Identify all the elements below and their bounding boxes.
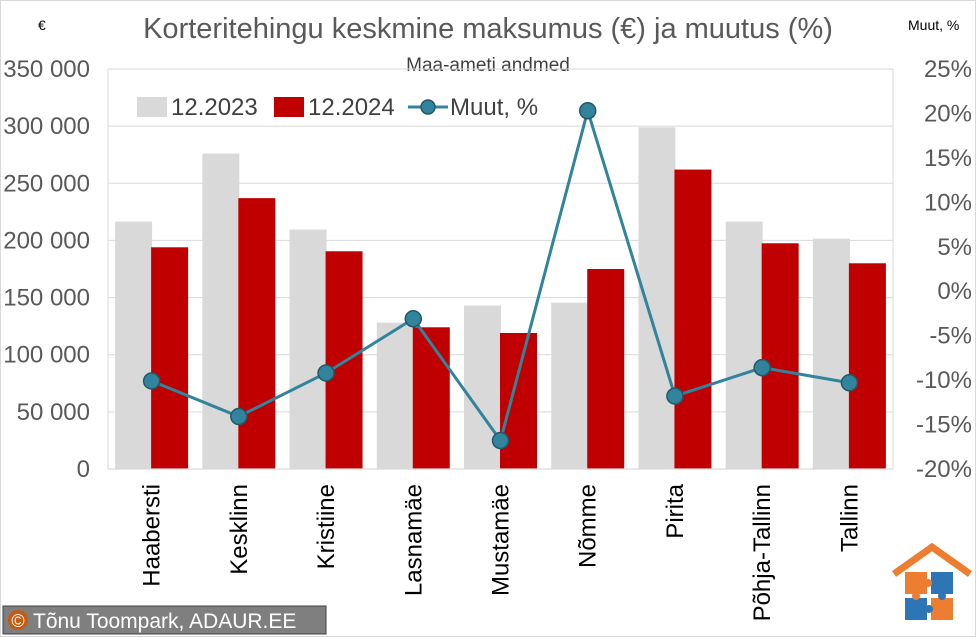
y-right-tick-label: 5%: [937, 234, 972, 261]
bar-2024: [848, 263, 886, 469]
bar-2023: [725, 221, 763, 469]
y-right-tick-label: -15%: [916, 412, 972, 439]
credit: © Tõnu Toompark, ADAUR.EE: [2, 605, 327, 635]
category-label: Lasnamäe: [400, 484, 427, 596]
legend-label-2024: 12.2024: [308, 94, 395, 121]
category-label: Nõmme: [575, 484, 602, 568]
bar-2023: [551, 302, 589, 469]
change-point: [840, 374, 859, 392]
change-point: [230, 407, 248, 426]
change-point: [666, 387, 684, 405]
bar-2024: [587, 269, 625, 469]
y-left-tick-label: 250 000: [3, 170, 90, 197]
y-left-tick-label: 0: [77, 456, 90, 483]
legend-label-change: Muut, %: [450, 94, 538, 121]
bar-2023: [812, 238, 850, 469]
change-point: [142, 372, 161, 390]
bar-2024: [238, 198, 276, 469]
category-label: Kristiine: [313, 484, 340, 569]
bar-2024: [151, 247, 189, 469]
category-labels: Haabersti Kesklinn Kristiine Lasnamäe Mustam…: [139, 483, 864, 621]
y-left-tick-label: 100 000: [3, 342, 90, 369]
legend-swatch-2023: [137, 97, 167, 117]
chart-title: Korteritehingu keskmine maksumus (€) ja …: [143, 13, 833, 45]
y-left-tick-label: 300 000: [3, 113, 90, 140]
category-label: Põhja-Tallinn: [749, 484, 776, 621]
legend-marker-swatch: [420, 99, 436, 115]
category-label: Haabersti: [139, 484, 166, 587]
credit-box: [2, 605, 327, 635]
y-left-tick-label: 150 000: [3, 285, 90, 312]
bars: [115, 127, 886, 470]
change-point: [404, 310, 423, 328]
y-right-tick-label: -20%: [916, 456, 972, 483]
y-left-tick-label: 350 000: [3, 56, 90, 83]
bar-2023: [115, 221, 153, 469]
bar-2024: [500, 333, 537, 469]
change-point: [753, 358, 771, 377]
bar-2024: [674, 169, 712, 470]
bar-2024: [761, 243, 799, 469]
puzzle-house-logo-icon: [891, 542, 973, 620]
bar-2024: [412, 327, 450, 469]
change-line: [142, 102, 859, 450]
y-right-tick-label: -5%: [929, 323, 972, 350]
y-right-tick-label: 15%: [924, 145, 972, 172]
tick-labels: 0 50 000 100 000 150 000 200 000 250 000 300 0…: [3, 56, 972, 483]
change-point: [491, 431, 510, 450]
category-label: Mustamäe: [488, 484, 515, 596]
legend-swatch-2024: [274, 97, 304, 117]
category-label: Kesklinn: [226, 484, 253, 575]
y-right-tick-label: 0%: [937, 278, 972, 305]
y-right-tick-label: -10%: [916, 367, 972, 394]
right-axis-unit: Muut, %: [908, 17, 959, 33]
chart-subtitle: Maa-ameti andmed: [406, 55, 570, 76]
y-left-tick-label: 50 000: [17, 399, 90, 426]
bar-2023: [376, 322, 414, 469]
legend: 12.2023 12.2024 Muut, %: [137, 94, 538, 121]
copyright-symbol: ©: [11, 611, 24, 631]
category-label: Pirita: [662, 483, 689, 538]
y-left-tick-label: 200 000: [3, 227, 90, 254]
y-right-tick-label: 10%: [924, 189, 972, 216]
category-label: Tallinn: [836, 484, 863, 552]
change-point: [578, 102, 597, 120]
y-right-tick-label: 25%: [924, 56, 972, 83]
credit-text: Tõnu Toompark, ADAUR.EE: [33, 610, 296, 633]
left-axis-unit: €: [38, 17, 46, 33]
axes: [107, 69, 894, 470]
y-right-tick-label: 20%: [924, 100, 972, 127]
bar-2023: [289, 229, 327, 469]
copyright-badge: [8, 610, 28, 630]
change-point: [317, 364, 335, 382]
legend-label-2023: 12.2023: [171, 94, 258, 121]
